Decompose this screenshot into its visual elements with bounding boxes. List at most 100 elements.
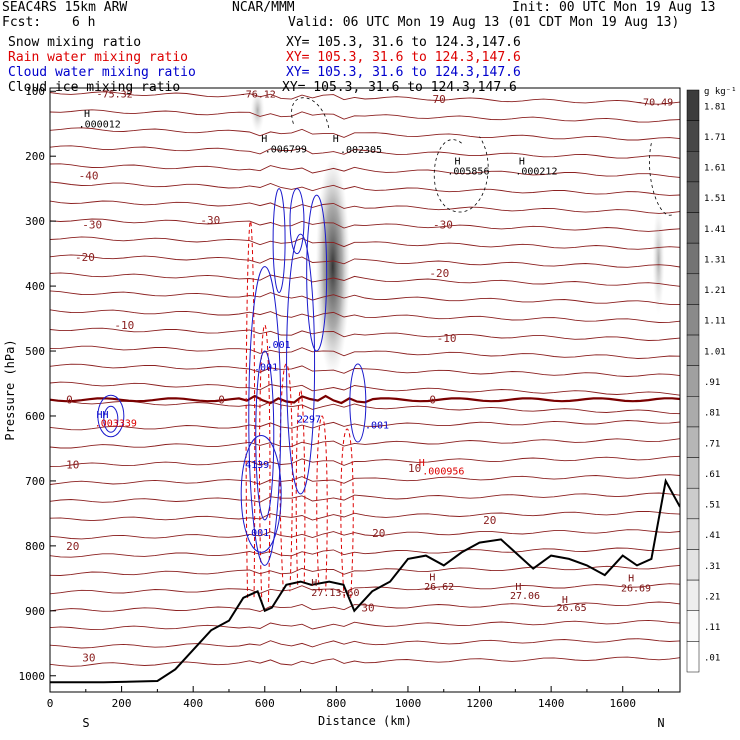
isotherm-label: 20 — [483, 514, 496, 527]
isotherm-label: 20 — [372, 527, 385, 540]
colorbar-label: .31 — [704, 562, 720, 572]
colorbar-swatch — [686, 579, 700, 611]
cloudice-contour — [649, 143, 674, 216]
isotherm-label: 20 — [66, 540, 79, 553]
isotherm-label: -10 — [114, 319, 134, 332]
isotherm-line — [50, 109, 680, 123]
cloudwater-contour — [272, 188, 286, 294]
y-tick-label: 500 — [25, 345, 45, 358]
field-xy-rain: XY= 105.3, 31.6 to 124.3,147.6 — [286, 50, 521, 65]
contour-value-label: 27.06 — [510, 591, 540, 602]
isotherm-label: 0 — [66, 394, 73, 407]
contour-value-label: H — [628, 574, 634, 585]
isotherm-line — [50, 345, 680, 359]
x-tick-label: 600 — [255, 697, 275, 710]
cloudwater-contour — [349, 363, 367, 443]
cloudice-contour — [433, 136, 489, 213]
fcst-value: 6 h — [72, 15, 96, 30]
colorbar-swatch — [686, 426, 700, 458]
isotherm-line — [50, 200, 680, 214]
isotherm-label: -30 — [433, 218, 453, 231]
init-time: Init: 00 UTC Mon 19 Aug 13 — [512, 0, 716, 15]
colorbar-unit: g kg⁻¹ — [704, 87, 737, 97]
isotherm-line — [50, 492, 680, 503]
isotherm-line — [50, 327, 680, 341]
plot-frame — [49, 87, 681, 693]
isotherm-line — [50, 474, 680, 485]
colorbar-label: .81 — [704, 409, 720, 419]
cloudwater-contour — [103, 405, 119, 433]
x-tick-label: 1000 — [395, 697, 422, 710]
contour-value-label: HH — [97, 410, 109, 421]
x-axis-label: Distance (km) — [318, 714, 412, 728]
colorbar-label: 1.01 — [704, 347, 726, 357]
y-tick-label: 1000 — [19, 670, 46, 683]
contour-value-label: H — [429, 572, 435, 583]
colorbar-swatch — [686, 396, 700, 428]
isotherm-line — [50, 91, 680, 105]
isotherm-line — [50, 181, 680, 196]
colorbar-label: .21 — [704, 592, 720, 602]
y-axis-label: Pressure (hPa) — [3, 339, 17, 440]
colorbar-label: 1.71 — [704, 133, 726, 143]
rain-contour — [340, 428, 354, 598]
colorbar-swatch — [686, 181, 700, 213]
isotherm-line — [50, 272, 680, 287]
colorbar-label: .41 — [704, 531, 720, 541]
isotherm-label: 10 — [66, 459, 79, 472]
isotherm-line — [50, 399, 680, 415]
field-label-cloudwater: Cloud water mixing ratio — [8, 65, 196, 80]
contour-value-label: .006799 — [265, 144, 307, 155]
contour-value-label: .003339 — [95, 418, 137, 429]
isotherm-line — [50, 656, 680, 667]
contour-value-label: .000012 — [79, 120, 121, 131]
y-tick-label: 900 — [25, 605, 45, 618]
isotherm-label: -70 — [426, 93, 446, 106]
colorbar-swatch — [686, 365, 700, 397]
colorbar-label: .11 — [704, 623, 720, 633]
contour-value-label: 26.65 — [557, 603, 587, 614]
isotherm-label: -30 — [200, 214, 220, 227]
isotherm-line — [50, 254, 680, 268]
contour-value-label: -70.49 — [637, 98, 673, 109]
isotherm-label: 30 — [361, 602, 374, 615]
y-tick-label: 100 — [25, 85, 45, 98]
colorbar-swatch — [686, 273, 700, 305]
contour-value-label: .001 — [365, 420, 389, 431]
x-tick-label: 800 — [326, 697, 346, 710]
y-tick-label: 800 — [25, 540, 45, 553]
isotherm-line — [50, 619, 680, 631]
colorbar-label: .91 — [704, 378, 720, 388]
contour-value-label: 26.69 — [621, 583, 651, 594]
isotherm-line — [50, 601, 680, 612]
isotherm-label: -20 — [429, 267, 449, 280]
contour-value-label: 27.13.60 — [311, 588, 359, 599]
field-xy-cloudwater: XY= 105.3, 31.6 to 124.3,147.6 — [286, 65, 521, 80]
isotherm-label: -10 — [437, 332, 457, 345]
colorbar-label: 1.11 — [704, 317, 726, 327]
colorbar-swatch — [686, 89, 700, 121]
isotherm-line — [50, 438, 680, 449]
isotherm-line — [50, 529, 680, 540]
contour-value-label: H — [333, 134, 339, 145]
colorbar-label: .61 — [704, 470, 720, 480]
colorbar-label: 1.81 — [704, 102, 726, 112]
isotherm-line — [50, 564, 680, 576]
x-tick-label: 1600 — [609, 697, 636, 710]
isotherm-line — [50, 510, 680, 522]
contour-value-label: H — [311, 578, 317, 589]
isotherm-label: -40 — [79, 170, 99, 183]
snow-shading-upper — [250, 88, 265, 133]
isotherm-label: 10 — [408, 462, 421, 475]
colorbar-label: 1.41 — [704, 225, 726, 235]
isotherm-zero — [50, 394, 680, 405]
rain-contour — [316, 415, 328, 592]
isotherm-line — [50, 455, 680, 467]
contour-value-label: .000956 — [422, 466, 464, 477]
colorbar-swatch — [686, 212, 700, 244]
org-label: NCAR/MMM — [232, 0, 295, 15]
colorbar-swatch — [686, 457, 700, 489]
cloudwater-contour — [306, 194, 328, 352]
contour-value-label: -75.32 — [97, 90, 133, 101]
